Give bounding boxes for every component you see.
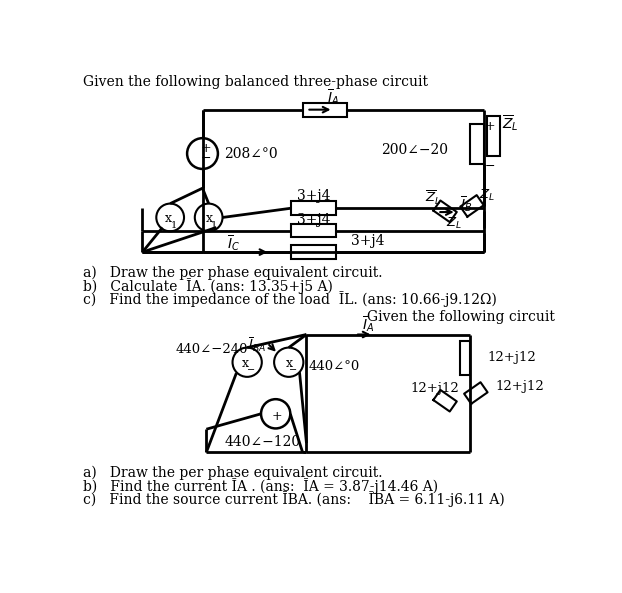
Text: $\overline{Z}_L$: $\overline{Z}_L$: [425, 189, 442, 208]
Text: $Z_L$: $Z_L$: [447, 216, 462, 231]
Bar: [488, 116, 499, 156]
Text: 12+j12: 12+j12: [411, 382, 460, 395]
Bar: [303, 103, 347, 117]
Text: −: −: [485, 160, 495, 173]
Text: $\overline{Z}_L$: $\overline{Z}_L$: [502, 114, 519, 133]
Text: $Z_L$: $Z_L$: [480, 189, 495, 203]
Text: 1: 1: [211, 221, 217, 231]
Text: 440∠−120: 440∠−120: [225, 435, 300, 449]
Text: +: +: [200, 142, 211, 155]
Bar: [470, 123, 483, 164]
Bar: [291, 224, 336, 237]
Text: −: −: [200, 152, 211, 165]
Text: $\overline{I}_A$: $\overline{I}_A$: [362, 314, 374, 334]
Text: 3+j4: 3+j4: [351, 234, 385, 248]
Text: Given the following balanced three-phase circuit: Given the following balanced three-phase…: [83, 75, 428, 89]
Text: 208∠°0: 208∠°0: [224, 146, 277, 161]
Bar: [291, 245, 336, 259]
Text: +: +: [485, 120, 495, 133]
Text: −: −: [247, 366, 255, 375]
Circle shape: [187, 138, 218, 169]
Circle shape: [274, 347, 304, 377]
Text: +: +: [272, 410, 282, 423]
Circle shape: [195, 203, 223, 231]
Text: a)   Draw the per phase equivalent circuit.: a) Draw the per phase equivalent circuit…: [83, 265, 383, 279]
Circle shape: [261, 399, 290, 428]
Text: 12+j12: 12+j12: [488, 351, 536, 364]
Text: c)   Find the impedance of the load  ĪL. (ans: 10.66-j9.12Ω): c) Find the impedance of the load ĪL. (a…: [83, 291, 497, 307]
Text: 200∠−20: 200∠−20: [381, 143, 448, 157]
Bar: [460, 340, 470, 375]
Text: $\overline{I}_A$: $\overline{I}_A$: [327, 87, 340, 107]
Text: $\overline{I}_C$: $\overline{I}_C$: [227, 233, 240, 253]
Text: $\overline{I}_{BA}$: $\overline{I}_{BA}$: [248, 336, 266, 355]
Text: c)   Find the source current ĪBA. (ans:    ĪBA = 6.11-j6.11 A): c) Find the source current ĪBA. (ans: ĪB…: [83, 492, 505, 508]
Circle shape: [156, 203, 184, 231]
Text: b)   Find the current ĪA . (ans:  ĪA = 3.87-j14.46 A): b) Find the current ĪA . (ans: ĪA = 3.87…: [83, 479, 439, 495]
Text: a)   Draw the per phase equivalent circuit.: a) Draw the per phase equivalent circuit…: [83, 466, 383, 480]
Circle shape: [233, 347, 262, 377]
Text: x: x: [164, 212, 171, 225]
Text: $\overline{I}_B$: $\overline{I}_B$: [460, 195, 473, 214]
Text: x: x: [206, 212, 213, 225]
Text: 3+j4: 3+j4: [297, 213, 331, 227]
Text: 1: 1: [171, 221, 177, 231]
Bar: [291, 201, 336, 215]
Text: x: x: [242, 357, 249, 370]
Text: b)   Calculate  ĪA. (ans: 13.35+j5 A): b) Calculate ĪA. (ans: 13.35+j5 A): [83, 278, 333, 294]
Text: 12+j12: 12+j12: [495, 380, 544, 393]
Text: 440∠−240: 440∠−240: [175, 343, 248, 356]
Text: 3+j4: 3+j4: [297, 189, 331, 203]
Text: 440∠°0: 440∠°0: [309, 359, 360, 372]
Text: −: −: [289, 366, 297, 375]
Text: x: x: [286, 357, 293, 370]
Text: Given the following circuit: Given the following circuit: [366, 310, 554, 324]
